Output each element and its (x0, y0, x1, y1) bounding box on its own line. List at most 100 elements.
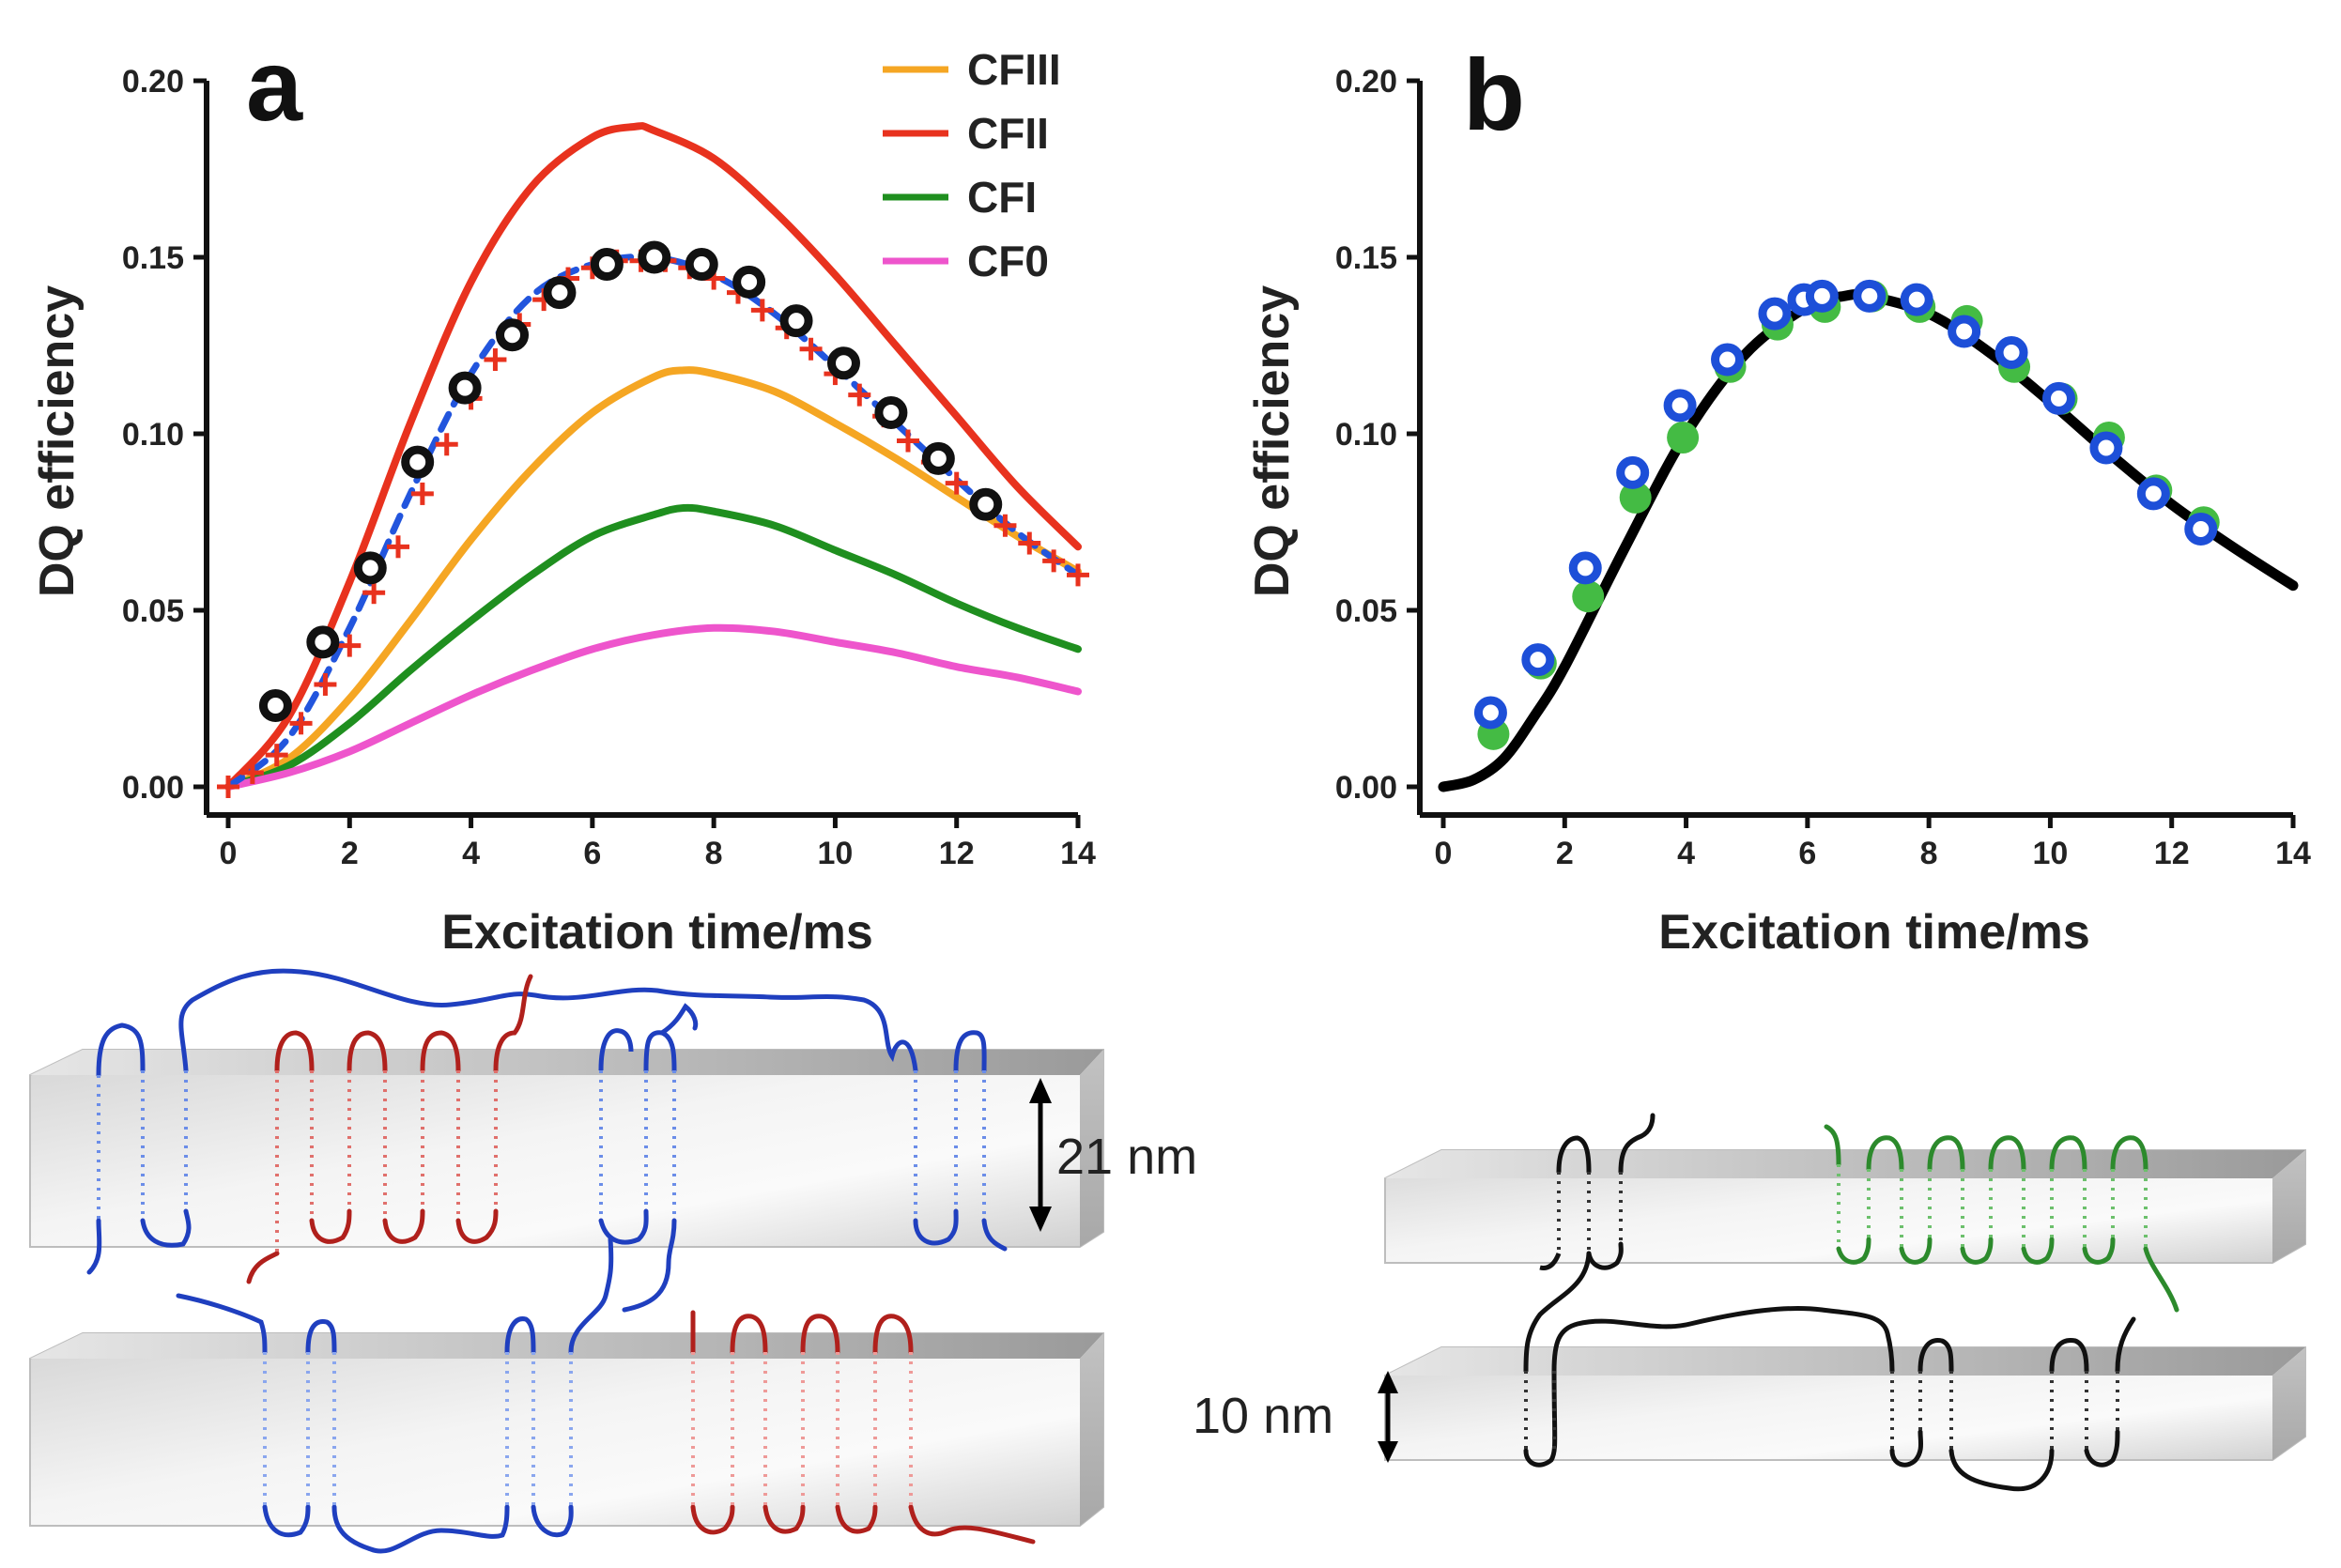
series-fit-line (224, 253, 1082, 791)
series-simulation-point (799, 337, 823, 361)
chart-a-legend: CFIII CFII CFI CF0 (883, 45, 1061, 285)
x-tick-label: 4 (1677, 836, 1695, 871)
series-simulation-point (945, 471, 968, 495)
series-data-green-point (1667, 422, 1700, 453)
series-simulation-point (484, 348, 507, 372)
y-tick-label: 0.10 (122, 417, 184, 453)
series-simulation-point (435, 433, 458, 456)
series-simulation-point (897, 429, 919, 453)
chart-a: 0 2 4 6 8 10 12 14 0.00 0.05 0.10 0.15 0.20 a Excita… (30, 28, 1096, 960)
x-tick-label: 10 (2033, 836, 2069, 871)
series-simulation-point (240, 761, 264, 784)
series-experiment-point (448, 371, 482, 405)
series-simulation-point (314, 672, 337, 696)
legend-label-cfiii: CFIII (967, 45, 1061, 94)
legend-label-cfi: CFI (967, 173, 1037, 222)
x-tick-label: 14 (1060, 836, 1096, 871)
y-tick-label: 0.20 (122, 64, 184, 100)
chart-a-series (217, 122, 1089, 798)
series-experiment-point (826, 346, 860, 380)
series-data-blue-point (1853, 279, 1887, 313)
series-data-blue-point (1616, 455, 1650, 489)
x-tick-label: 4 (462, 836, 480, 871)
series-experiment-point (590, 248, 624, 282)
lower-lamella (29, 1332, 1104, 1527)
series-data-green-point (1572, 580, 1605, 613)
upper-lamella-right (1384, 1149, 2306, 1264)
series-data-blue-point (1521, 643, 1555, 677)
series-experiment-point (732, 265, 766, 299)
red-chain-lower-stems (691, 1352, 913, 1507)
chart-a-axes: 0 2 4 6 8 10 12 14 0.00 0.05 0.10 0.15 0.20 (122, 64, 1096, 871)
x-tick-label: 10 (818, 836, 854, 871)
series-data-blue-point (1900, 283, 1933, 316)
upper-lamella (29, 1049, 1104, 1248)
legend-label-cfii: CFII (967, 109, 1049, 158)
series-simulation-point (1042, 549, 1066, 573)
series-data-blue-point (2184, 513, 2218, 546)
lamella-schematic-21nm: 21 nm (29, 968, 1197, 1554)
series-data-blue-point (2089, 431, 2123, 465)
series-data-blue-point (1994, 336, 2028, 370)
series-simulation-point (217, 776, 239, 798)
series-cfiii-line (224, 366, 1082, 791)
x-tick-label: 8 (705, 836, 723, 871)
black-chain-stems (1524, 1172, 2119, 1451)
series-data-blue-point (1758, 297, 1792, 331)
series-experiment-point (874, 395, 908, 429)
chart-b-x-axis-label: Excitation time/ms (1658, 905, 2089, 960)
y-tick-label: 0.20 (1335, 64, 1397, 100)
series-experiment-point (353, 551, 387, 585)
green-chain (1824, 1124, 2179, 1313)
thickness-arrow-21nm (1029, 1078, 1052, 1232)
x-tick-label: 12 (939, 836, 975, 871)
series-simulation-point (848, 383, 871, 407)
blue-chain-loop (598, 1028, 634, 1071)
panel-label-b: b (1463, 38, 1525, 151)
y-tick-label: 0.00 (1335, 770, 1397, 806)
lamella-schematic-10nm: 10 nm (1193, 1113, 2306, 1492)
series-simulation-point (1018, 531, 1041, 555)
series-experiment-point (401, 445, 435, 479)
black-chain (1523, 1113, 2136, 1492)
x-tick-label: 6 (1798, 836, 1816, 871)
blue-chain-lower (176, 1237, 614, 1554)
chart-b: 0 2 4 6 8 10 12 14 0.00 0.05 0.10 0.15 0.20 b Excita… (1245, 38, 2311, 960)
red-chain-lower (690, 1310, 1036, 1545)
series-simulation-point (410, 482, 434, 505)
x-tick-label: 6 (583, 836, 601, 871)
series-experiment-point (496, 318, 530, 352)
green-chain-stems (1837, 1164, 2148, 1249)
red-chain-upper (246, 974, 533, 1284)
series-experiment-point (779, 304, 813, 338)
series-data-blue-point (1711, 343, 1745, 377)
x-tick-label: 0 (1435, 836, 1453, 871)
series-data-blue-point (1473, 696, 1507, 730)
lower-lamella-right (1384, 1346, 2306, 1461)
series-cfi-line (224, 503, 1082, 791)
thickness-arrow-10nm (1378, 1371, 1398, 1463)
series-simulation-point (993, 514, 1017, 537)
series-cf0-line (224, 623, 1082, 791)
y-tick-label: 0.10 (1335, 417, 1397, 453)
series-data-green-point (1619, 481, 1652, 514)
y-tick-label: 0.15 (122, 240, 184, 276)
series-data-blue-point (1663, 389, 1697, 423)
x-tick-label: 0 (220, 836, 238, 871)
series-simulation-point (338, 634, 362, 657)
series-experiment-point (921, 441, 955, 475)
y-tick-label: 0.05 (1335, 593, 1397, 629)
series-data-blue-point (1805, 279, 1839, 313)
legend-label-cf0: CF0 (967, 237, 1049, 285)
y-tick-label: 0.15 (1335, 240, 1397, 276)
series-simulation-point (387, 535, 409, 559)
x-tick-label: 8 (1920, 836, 1938, 871)
chart-a-x-axis-label: Excitation time/ms (441, 905, 872, 960)
panel-label-a: a (246, 28, 303, 142)
blue-chain-upper-stems (97, 1070, 986, 1221)
series-simulation-point (1067, 563, 1089, 587)
chart-b-axes: 0 2 4 6 8 10 12 14 0.00 0.05 0.10 0.15 0.20 (1335, 64, 2311, 871)
blue-chain-lower-stems (263, 1352, 573, 1507)
series-data-blue-point (1948, 315, 1981, 348)
